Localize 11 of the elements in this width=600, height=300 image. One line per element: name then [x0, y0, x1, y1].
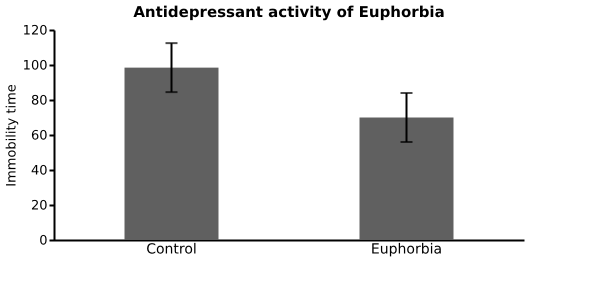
y-tick-label: 60	[30, 128, 48, 144]
chart-title: Antidepressant activity of Euphorbia	[133, 3, 445, 21]
y-tick-label: 0	[39, 234, 48, 248]
y-tick-label: 20	[30, 198, 48, 214]
y-tick-label: 120	[22, 24, 48, 38]
y-tick-label: 40	[30, 164, 48, 178]
y-tick-label: 80	[30, 94, 48, 108]
x-tick-label: Control	[146, 242, 197, 258]
x-tick-label: Euphorbia	[370, 242, 442, 258]
y-axis-title: Immobility time	[4, 84, 20, 187]
y-tick-label: 100	[22, 58, 48, 74]
